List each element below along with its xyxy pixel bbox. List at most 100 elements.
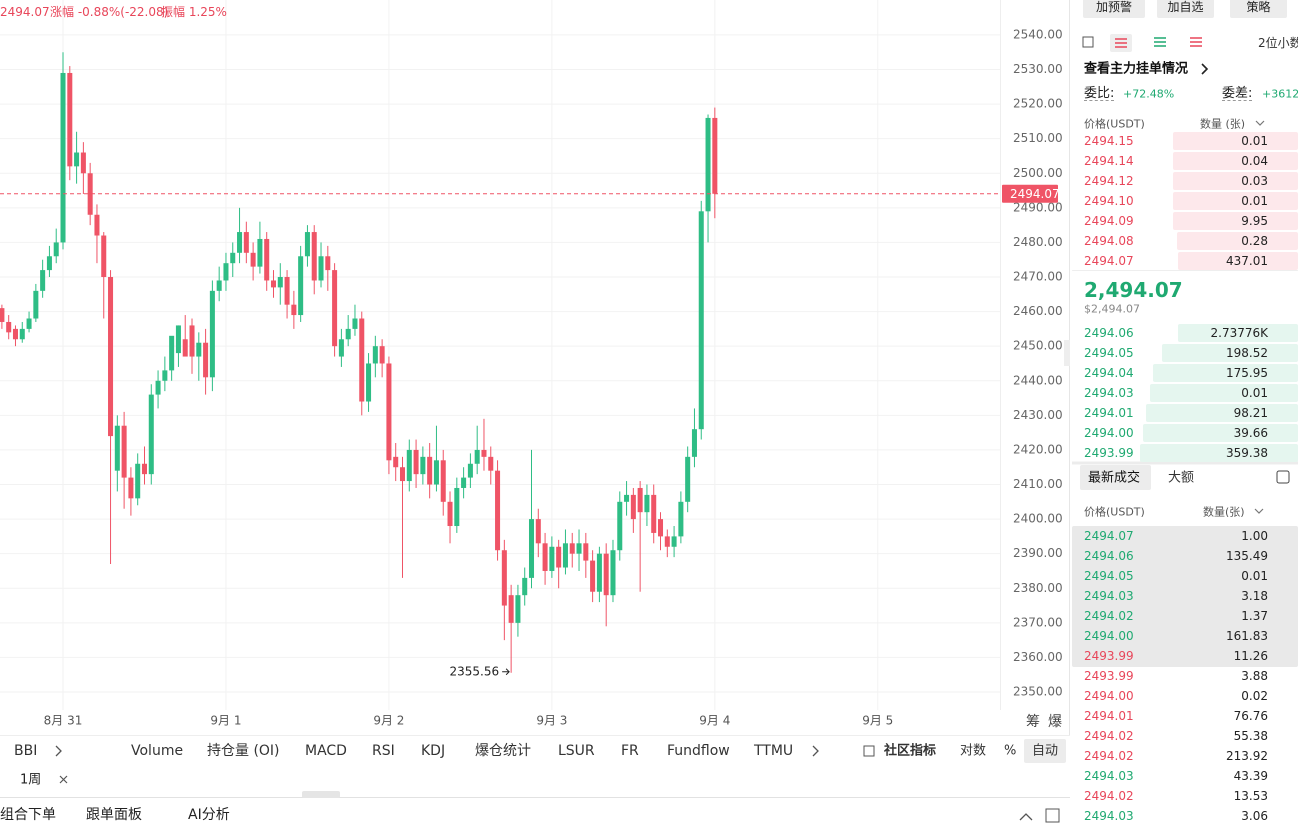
trade-price: 2494.07 [1084, 529, 1134, 543]
header-change: 涨幅 -0.88%(-22.08) [50, 5, 169, 19]
trade-tab-active-bg[interactable] [1080, 465, 1151, 490]
candle-body [148, 394, 154, 475]
indicator-tab[interactable]: 持仓量 (OI) [207, 743, 280, 759]
indicator-tab[interactable]: FR [621, 743, 639, 759]
panel-button-label[interactable]: 策略 [1246, 0, 1271, 14]
candle-body [698, 211, 704, 430]
layout-icon[interactable] [1154, 37, 1166, 47]
diff-label: 委差: [1222, 86, 1253, 101]
trade-tab[interactable]: 大额 [1168, 470, 1195, 486]
chevron [1201, 63, 1209, 75]
layout-icon-active[interactable] [1110, 34, 1132, 52]
period-tab[interactable]: 1周 [20, 772, 42, 788]
ask-qty: 0.01 [1241, 194, 1268, 208]
candle-body [617, 501, 623, 551]
candle-body [386, 363, 392, 461]
ask-qty: 0.28 [1241, 234, 1268, 248]
candle-body [216, 280, 222, 291]
indicator-tab[interactable]: RSI [372, 743, 395, 759]
trade-qty: 11.26 [1233, 649, 1268, 663]
indicator-option[interactable]: 对数 [960, 743, 987, 759]
y-tick-label: 2480.00 [1013, 235, 1063, 249]
bid-depth-bar [1150, 384, 1298, 402]
bid-depth-bar [1153, 364, 1298, 382]
candle-body [406, 449, 412, 482]
trade-qty: 213.92 [1226, 749, 1268, 763]
bid-price: 2494.04 [1084, 366, 1134, 380]
bottom-divider [0, 797, 1070, 798]
panel-button-label[interactable]: 加预警 [1095, 0, 1132, 14]
candle-body [277, 277, 283, 288]
candle-body [576, 543, 582, 554]
bid-qty: 0.01 [1241, 386, 1268, 400]
indicator-tab[interactable]: MACD [305, 743, 347, 759]
ask-qty: 9.95 [1241, 214, 1268, 228]
toolbar-divider [0, 735, 1070, 736]
resize-handle[interactable] [302, 791, 340, 798]
indicator-option[interactable]: % [1004, 743, 1017, 759]
panel-button[interactable] [1157, 0, 1214, 18]
ask-depth-bar [1178, 252, 1298, 270]
mid-usd: $2,494.07 [1084, 302, 1140, 316]
y-tick-label: 2540.00 [1013, 27, 1063, 41]
bottom-tab[interactable]: 跟单面板 [86, 807, 142, 823]
candle-body [651, 494, 657, 533]
ask-depth-bar [1173, 132, 1298, 150]
last-price-label: 2494.07 [1010, 187, 1060, 201]
indicator-option[interactable]: 自动 [1032, 743, 1059, 759]
depth-link[interactable]: 查看主力挂单情况 [1084, 61, 1189, 77]
bid-price: 2494.06 [1084, 326, 1134, 340]
candle-body [474, 449, 480, 464]
indicator-tab[interactable]: LSUR [558, 743, 595, 759]
close-icon[interactable] [59, 775, 68, 784]
trade-tab[interactable]: 最新成交 [1088, 470, 1141, 486]
indicator-tab[interactable]: TTMU [754, 743, 794, 759]
candle-body [223, 263, 229, 281]
candle-body [508, 595, 514, 623]
layout-icon[interactable] [1082, 36, 1094, 48]
candle-body [345, 328, 351, 340]
indicator-tab[interactable]: Fundflow [667, 743, 730, 759]
candle-body [590, 560, 596, 592]
bottom-tab[interactable]: AI分析 [188, 807, 230, 823]
trade-price: 2494.02 [1084, 729, 1134, 743]
candle-body [80, 152, 86, 174]
precision-select[interactable]: 2位小数 [1258, 36, 1298, 50]
y-tick-label: 2390.00 [1013, 546, 1063, 560]
indicator-tab[interactable]: 爆仓统计 [475, 743, 531, 759]
candle-body [291, 304, 297, 316]
trade-price: 2494.00 [1084, 629, 1134, 643]
candle-body [101, 235, 107, 278]
ask-price: 2494.07 [1084, 254, 1134, 268]
trade-qty: 1.37 [1241, 609, 1268, 623]
bid-depth-bar [1140, 444, 1298, 462]
y-tick-label: 2440.00 [1013, 373, 1063, 387]
indicator-tab[interactable]: BBI [14, 743, 38, 759]
indicator-option[interactable]: 社区指标 [884, 743, 937, 759]
y-tick-label: 2420.00 [1013, 442, 1063, 456]
checkbox[interactable] [1276, 470, 1290, 484]
candle-body [203, 342, 209, 378]
panel-button-label[interactable]: 加自选 [1167, 0, 1204, 14]
x-tick-label: 9月 4 [699, 714, 730, 728]
candle-body [257, 238, 263, 267]
layout-icon[interactable] [1190, 37, 1202, 47]
y-tick-label: 2430.00 [1013, 408, 1063, 422]
trade-price: 2494.05 [1084, 569, 1134, 583]
indicator-tab[interactable]: KDJ [421, 743, 446, 759]
candle-body [691, 429, 697, 457]
collapse-handle[interactable] [1064, 340, 1070, 366]
collapse-icon[interactable] [1019, 813, 1033, 821]
price-chart: 2350.00 2360.00 2370.00 2380.00 2390.00 2400.… [0, 0, 1070, 735]
candle-body [379, 346, 385, 364]
expand-icon[interactable] [1045, 808, 1060, 823]
candle-body [332, 270, 338, 347]
candle-body [338, 339, 344, 357]
trade-price: 2494.02 [1084, 749, 1134, 763]
indicator-tab[interactable]: Volume [131, 743, 184, 759]
panel-button[interactable] [1230, 0, 1287, 18]
candle-body [46, 256, 52, 271]
panel-button[interactable] [1083, 0, 1145, 18]
auto-button-bg[interactable] [1024, 739, 1066, 763]
bottom-tab[interactable]: 组合下单 [0, 807, 56, 823]
